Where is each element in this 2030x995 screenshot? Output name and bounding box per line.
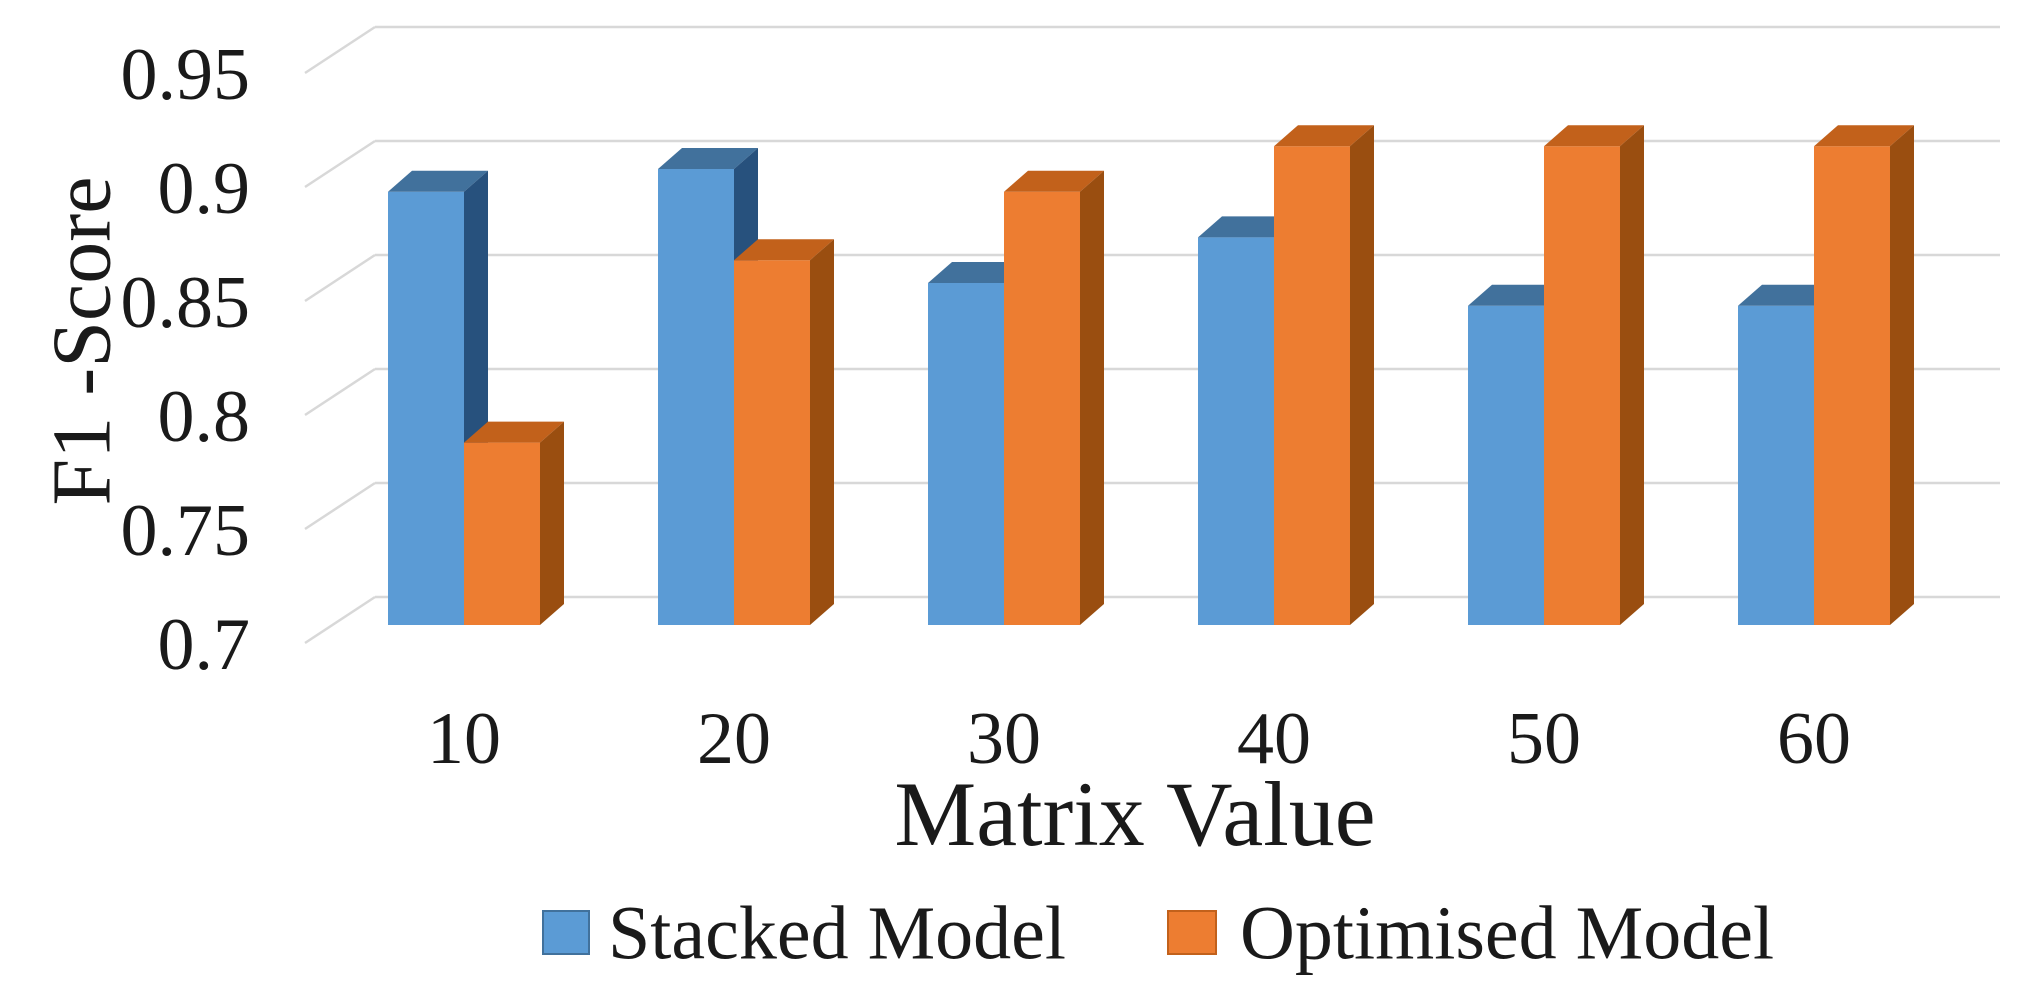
bar-optimised-model-30-front: [1004, 191, 1080, 626]
bar-stacked-model-60-top: [1738, 284, 1838, 306]
bar-optimised-model-20-front: [734, 260, 810, 625]
bar-stacked-model-10-front: [388, 191, 464, 626]
y-axis-tick-0.75: [304, 481, 376, 531]
bar-optimised-model-40-front: [1274, 146, 1350, 625]
x-category-label-50: 50: [1507, 698, 1581, 780]
y-axis-title: F1 -Score: [35, 177, 128, 506]
bar-optimised-model-40-side: [1350, 125, 1374, 625]
legend-swatch-stacked-model: [542, 910, 590, 955]
bar-stacked-model-10-top: [388, 170, 488, 192]
bar-stacked-model-50-top: [1468, 284, 1568, 306]
bar-stacked-model-30-top: [928, 262, 1028, 283]
y-tick-label-0.8: 0.8: [158, 376, 251, 458]
y-tick-label-0.75: 0.75: [121, 490, 251, 572]
bar-optimised-model-10-side: [540, 421, 564, 625]
x-category-label-60: 60: [1777, 698, 1851, 780]
bar-stacked-model-40-top: [1198, 216, 1298, 238]
y-tick-label-0.9: 0.9: [158, 148, 251, 230]
bar-optimised-model-20-top: [734, 239, 834, 261]
y-axis-tick-0.8: [304, 367, 376, 417]
bar-optimised-model-40-top: [1274, 125, 1374, 147]
x-category-label-30: 30: [967, 698, 1041, 780]
y-axis-tick-0.95: [304, 25, 376, 75]
x-category-label-20: 20: [697, 698, 771, 780]
bar-optimised-model-10-front: [464, 442, 540, 625]
bar-optimised-model-50-top: [1544, 125, 1644, 147]
bar-optimised-model-60-top: [1814, 125, 1914, 147]
y-axis-tick-0.7: [304, 595, 376, 645]
bar-optimised-model-60-side: [1890, 125, 1914, 625]
bar-optimised-model-30-top: [1004, 170, 1104, 192]
bar-stacked-model-20-top: [658, 148, 758, 169]
bar-stacked-model-50-front: [1468, 305, 1544, 625]
bar-stacked-model-30-front: [928, 283, 1004, 625]
bar-optimised-model-50-front: [1544, 146, 1620, 625]
x-category-label-40: 40: [1237, 698, 1311, 780]
y-tick-label-0.85: 0.85: [121, 262, 251, 344]
legend-label-stacked-model: Stacked Model: [608, 892, 1066, 976]
legend-swatch-optimised-model: [1167, 910, 1217, 955]
bar-optimised-model-60-front: [1814, 146, 1890, 625]
bar-stacked-model-40-front: [1198, 237, 1274, 625]
x-axis-title: Matrix Value: [894, 763, 1375, 865]
bar-stacked-model-20-front: [658, 169, 734, 625]
y-axis-tick-0.9: [304, 139, 376, 189]
x-category-label-10: 10: [427, 698, 501, 780]
bar-optimised-model-50-side: [1620, 125, 1644, 625]
bar-stacked-model-60-front: [1738, 305, 1814, 625]
bar-optimised-model-10-top: [464, 421, 564, 443]
bar-optimised-model-20-side: [810, 239, 834, 625]
legend-label-optimised-model: Optimised Model: [1240, 892, 1774, 976]
y-axis-tick-0.85: [304, 253, 376, 303]
y-tick-label-0.7: 0.7: [158, 604, 251, 686]
y-tick-label-0.95: 0.95: [121, 34, 251, 116]
bar-optimised-model-30-side: [1080, 170, 1104, 626]
